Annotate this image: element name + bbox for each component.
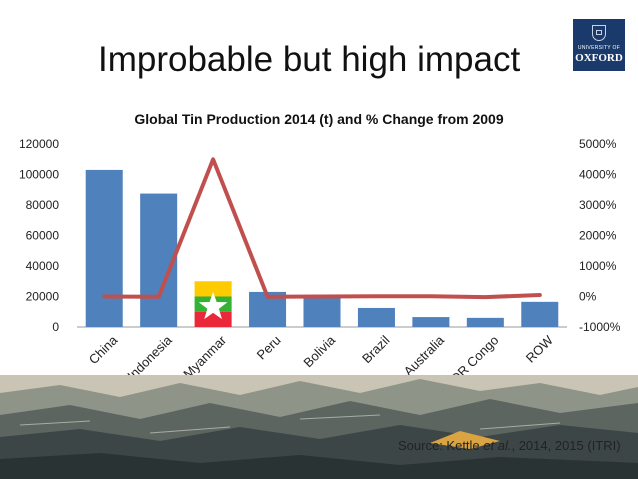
right-tick-label: 4000% bbox=[579, 168, 617, 182]
source-suffix: , 2014, 2015 (ITRI) bbox=[511, 438, 621, 453]
right-tick-label: -1000% bbox=[579, 320, 621, 334]
left-tick-label: 20000 bbox=[26, 290, 60, 304]
tin-production-chart: Global Tin Production 2014 (t) and % Cha… bbox=[19, 111, 621, 380]
category-label: Bolivia bbox=[300, 332, 338, 370]
bar bbox=[412, 317, 450, 327]
left-tick-label: 120000 bbox=[19, 137, 59, 151]
bar-series bbox=[85, 169, 559, 327]
left-tick-label: 0 bbox=[52, 320, 59, 334]
logo-line-1: UNIVERSITY OF bbox=[577, 45, 621, 51]
line-point bbox=[429, 294, 433, 298]
flag-stripe bbox=[194, 281, 232, 297]
line-point bbox=[211, 157, 215, 161]
flag-stripe bbox=[194, 311, 232, 327]
category-label: DR Congo bbox=[448, 333, 502, 380]
left-tick-label: 100000 bbox=[19, 168, 59, 182]
right-tick-label: 2000% bbox=[579, 229, 617, 243]
right-tick-label: 3000% bbox=[579, 198, 617, 212]
line-point bbox=[157, 295, 161, 299]
source-italic: et al. bbox=[483, 438, 512, 453]
source-prefix: Source: Kettle bbox=[398, 438, 484, 453]
logo-line-2: OXFORD bbox=[575, 52, 623, 64]
left-tick-label: 80000 bbox=[26, 198, 60, 212]
line-point bbox=[266, 295, 270, 299]
left-tick-label: 40000 bbox=[26, 259, 60, 273]
line-point bbox=[320, 295, 324, 298]
right-tick-label: 5000% bbox=[579, 137, 617, 151]
category-label: China bbox=[86, 332, 121, 367]
left-tick-label: 60000 bbox=[26, 229, 60, 243]
bar bbox=[521, 301, 559, 327]
category-label: Peru bbox=[254, 333, 284, 363]
bar bbox=[357, 307, 395, 327]
bar bbox=[466, 317, 504, 327]
chart-title: Global Tin Production 2014 (t) and % Cha… bbox=[134, 111, 503, 127]
category-label: Brazil bbox=[359, 332, 393, 366]
right-tick-label: 1000% bbox=[579, 259, 617, 273]
line-point bbox=[538, 293, 542, 297]
category-label: Myanmar bbox=[180, 332, 229, 380]
oxford-logo: UNIVERSITY OF OXFORD bbox=[573, 19, 625, 71]
bar bbox=[85, 169, 123, 327]
source-citation: Source: Kettle et al., 2014, 2015 (ITRI) bbox=[398, 438, 621, 453]
bar-myanmar-flag bbox=[194, 281, 232, 327]
category-label: Australia bbox=[401, 332, 448, 379]
category-label: Indonesia bbox=[124, 332, 175, 380]
landscape-footer bbox=[0, 375, 638, 479]
line-series bbox=[102, 157, 542, 300]
category-label: ROW bbox=[523, 332, 557, 366]
axes: 0 20000 40000 60000 80000 100000 120000 -1000% 0… bbox=[19, 137, 621, 334]
bar bbox=[303, 297, 341, 327]
line-point bbox=[483, 295, 487, 299]
line-point bbox=[102, 295, 106, 298]
crest-icon bbox=[592, 25, 606, 41]
line-point bbox=[374, 294, 378, 298]
category-labels: China Indonesia Myanmar Peru Bolivia Brazil Au… bbox=[86, 332, 557, 380]
star-icon bbox=[198, 291, 228, 320]
slide-title: Improbable but high impact bbox=[98, 40, 521, 79]
right-tick-label: 0% bbox=[579, 290, 597, 304]
